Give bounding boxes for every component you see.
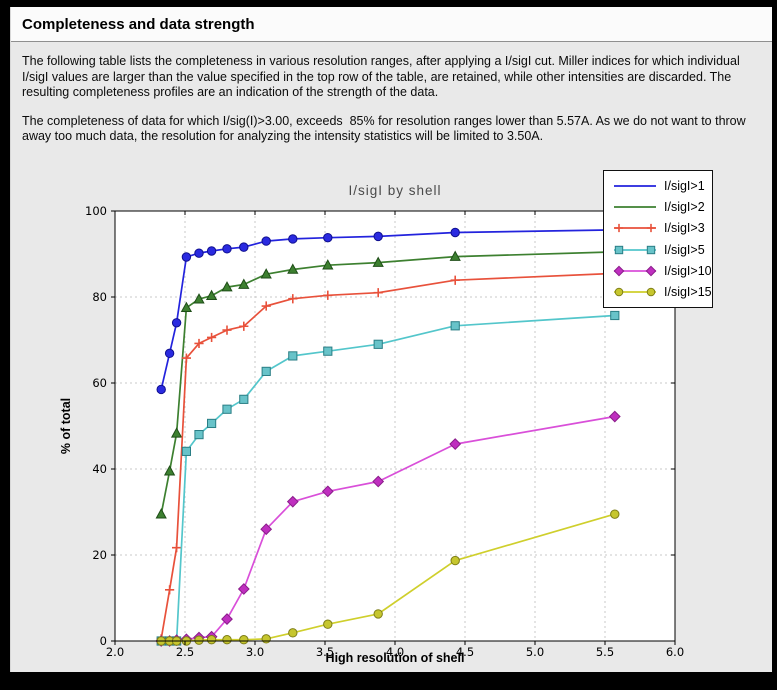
legend-swatch xyxy=(614,184,656,187)
y-tick-label: 40 xyxy=(92,462,107,476)
x-tick-label: 6.0 xyxy=(665,645,685,659)
x-tick-label: 5.5 xyxy=(595,645,615,659)
y-tick-label: 0 xyxy=(99,634,107,648)
legend-label: I/sigI>3 xyxy=(664,221,705,236)
page-title: Completeness and data strength xyxy=(22,16,255,33)
x-tick-label: 4.0 xyxy=(385,645,405,659)
legend-item-2: I/sigI>2 xyxy=(612,198,708,216)
marker-circle xyxy=(646,288,656,297)
conclusion-paragraph: The completeness of data for which I/sig… xyxy=(22,113,750,144)
x-axis-label: High resolution of shell xyxy=(325,651,465,665)
legend-swatch xyxy=(613,265,657,277)
legend-item-1: I/sigI>1 xyxy=(612,177,708,195)
y-tick-label: 100 xyxy=(85,204,107,218)
legend-swatch xyxy=(614,206,656,208)
legend-swatch xyxy=(614,245,656,254)
marker-diamond xyxy=(613,265,625,277)
chart-title: I/sigI by shell xyxy=(348,183,442,198)
marker-plus xyxy=(614,224,624,233)
legend-swatch xyxy=(614,288,656,297)
marker-square xyxy=(646,245,656,254)
marker-square xyxy=(614,245,624,254)
legend-label: I/sigI>1 xyxy=(664,178,705,193)
report-panel: Completeness and data strength The follo… xyxy=(10,7,772,672)
x-tick-label: 4.5 xyxy=(455,645,475,659)
marker-diamond xyxy=(645,265,657,277)
legend-label: I/sigI>2 xyxy=(664,199,705,214)
legend-item-5: I/sigI>10 xyxy=(612,262,712,280)
legend-label: I/sigI>10 xyxy=(664,263,712,278)
legend-item-6: I/sigI>15 xyxy=(612,283,712,301)
y-tick-label: 80 xyxy=(92,290,107,304)
legend: I/sigI>1 I/sigI>2 I/sigI>3 I/sigI>5 I/sigI>1… xyxy=(603,170,713,308)
report-header: Completeness and data strength xyxy=(11,7,772,42)
legend-label: I/sigI>15 xyxy=(664,285,712,300)
y-axis-label: % of total xyxy=(59,397,73,455)
marker-plus xyxy=(646,224,656,233)
marker-circle xyxy=(614,288,624,297)
x-tick-label: 3.0 xyxy=(245,645,265,659)
legend-item-4: I/sigI>5 xyxy=(612,241,708,259)
legend-label: I/sigI>5 xyxy=(664,242,705,257)
report-body: The following table lists the completene… xyxy=(11,42,772,145)
x-tick-label: 5.0 xyxy=(525,645,545,659)
y-tick-label: 60 xyxy=(92,376,107,390)
x-tick-label: 2.5 xyxy=(175,645,195,659)
x-tick-label: 2.0 xyxy=(105,645,125,659)
intro-paragraph: The following table lists the completene… xyxy=(22,54,744,99)
x-tick-label: 3.5 xyxy=(315,645,335,659)
legend-swatch xyxy=(614,224,656,233)
legend-item-3: I/sigI>3 xyxy=(612,219,708,237)
y-tick-label: 20 xyxy=(92,548,107,562)
